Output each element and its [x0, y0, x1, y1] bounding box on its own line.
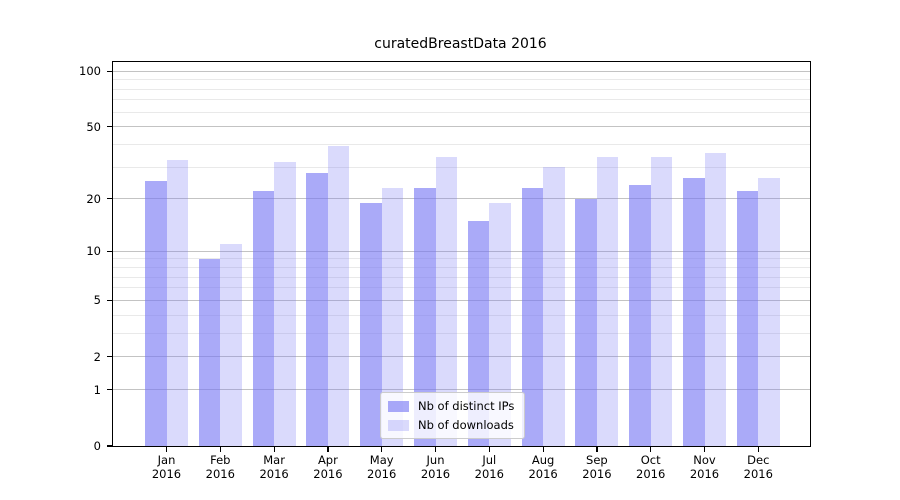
legend-item-distinct-ips: Nb of distinct IPs: [388, 399, 514, 413]
bar-downloads-may: [381, 187, 404, 446]
legend: Nb of distinct IPs Nb of downloads: [380, 392, 526, 439]
legend-item-downloads: Nb of downloads: [388, 418, 514, 432]
bar-ips-nov: [683, 178, 705, 446]
legend-label-downloads: Nb of downloads: [418, 418, 514, 432]
bar-downloads-jun: [435, 157, 457, 446]
gridline-minor: [113, 267, 810, 269]
bar-downloads-mar: [274, 162, 296, 446]
x-tick-label: May 2016: [367, 453, 397, 481]
gridline-minor: [113, 166, 810, 168]
x-tick-mark: [703, 447, 706, 452]
y-tick-label: 10: [86, 244, 101, 259]
bar-downloads-apr: [327, 146, 350, 446]
y-tick-label: 20: [86, 191, 101, 206]
bar-downloads-nov: [704, 152, 726, 446]
y-tick-label: 100: [79, 64, 101, 79]
bar-ips-jun: [414, 187, 436, 446]
x-tick-mark: [434, 447, 437, 452]
y-tick-mark: [106, 389, 112, 391]
bar-downloads-oct: [650, 157, 673, 446]
y-tick-mark: [106, 445, 112, 447]
gridline-minor: [113, 276, 810, 278]
gridline-major: [113, 299, 810, 301]
bar-downloads-dec: [758, 178, 780, 446]
gridline-major: [113, 126, 810, 128]
bar-ips-mar: [252, 191, 275, 446]
gridline-minor: [113, 111, 810, 113]
gridline-minor: [113, 258, 810, 260]
gridline-major: [113, 250, 810, 252]
y-tick-mark: [106, 198, 112, 200]
x-tick-mark: [273, 447, 275, 452]
y-tick-mark: [106, 126, 112, 128]
legend-label-distinct-ips: Nb of distinct IPs: [418, 399, 515, 413]
bar-ips-dec: [736, 191, 759, 446]
gridline-major: [113, 389, 810, 391]
x-tick-label: Feb 2016: [205, 453, 235, 481]
gridline-minor: [113, 314, 810, 316]
x-tick-label: Mar 2016: [259, 453, 289, 481]
gridline-major: [113, 356, 810, 358]
bar-downloads-feb: [220, 244, 242, 446]
y-tick-mark: [106, 356, 112, 358]
bar-downloads-aug: [543, 167, 565, 446]
gridline-minor: [113, 99, 810, 101]
x-tick-label: Jul 2016: [474, 453, 504, 481]
x-tick-mark: [596, 447, 598, 452]
bar-ips-sep: [575, 198, 597, 446]
y-tick-label: 50: [86, 119, 101, 134]
y-tick-label: 1: [93, 382, 101, 397]
x-tick-mark: [327, 447, 329, 452]
gridline-major: [113, 70, 810, 72]
y-tick-label: 2: [93, 349, 101, 364]
y-tick-label: 5: [93, 293, 101, 308]
bar-ips-oct: [629, 184, 651, 446]
plot-area: Jan 2016 Feb 2016 Mar 2016 Apr 2016 May 2016 Jun 20…: [79, 61, 811, 481]
x-tick-label: Jan 2016: [151, 453, 182, 481]
chart-title: curatedBreastData 2016: [374, 36, 547, 52]
x-tick-label: Dec 2016: [743, 453, 773, 481]
bar-ips-apr: [306, 172, 328, 446]
bar-downloads-sep: [596, 157, 619, 446]
y-tick-label: 0: [93, 439, 101, 453]
x-tick-mark: [381, 447, 383, 452]
bar-ips-feb: [198, 259, 221, 446]
legend-swatch-distinct-ips-icon: [388, 400, 409, 412]
x-tick-mark: [488, 447, 490, 452]
x-tick-label: Nov 2016: [689, 453, 720, 481]
gridline-minor: [113, 79, 810, 81]
x-tick-mark: [757, 447, 759, 452]
gridline-minor: [113, 88, 810, 90]
x-tick-label: Apr 2016: [313, 453, 343, 481]
x-tick-label: Jun 2016: [420, 453, 451, 481]
legend-swatch-downloads-icon: [388, 419, 409, 431]
bar-ips-aug: [521, 187, 544, 446]
x-tick-mark: [219, 447, 221, 452]
x-tick-label: Aug 2016: [528, 453, 558, 481]
bar-ips-jan: [145, 181, 167, 446]
bar-ips-jul: [467, 220, 490, 446]
y-tick-mark: [106, 299, 112, 302]
x-tick-label: Oct 2016: [636, 453, 666, 481]
bar-downloads-jul: [489, 202, 511, 446]
bar-downloads-jan: [166, 159, 188, 446]
gridline-major: [113, 198, 810, 200]
gridline-minor: [113, 287, 810, 289]
gridline-minor: [113, 332, 810, 334]
gridline-minor: [113, 143, 810, 145]
y-tick-mark: [106, 250, 112, 252]
y-tick-mark: [106, 70, 112, 72]
x-tick-mark: [650, 447, 652, 452]
x-tick-mark: [542, 447, 544, 452]
x-tick-mark: [165, 447, 168, 452]
bar-ips-may: [360, 202, 382, 446]
x-tick-label: Sep 2016: [582, 453, 612, 481]
